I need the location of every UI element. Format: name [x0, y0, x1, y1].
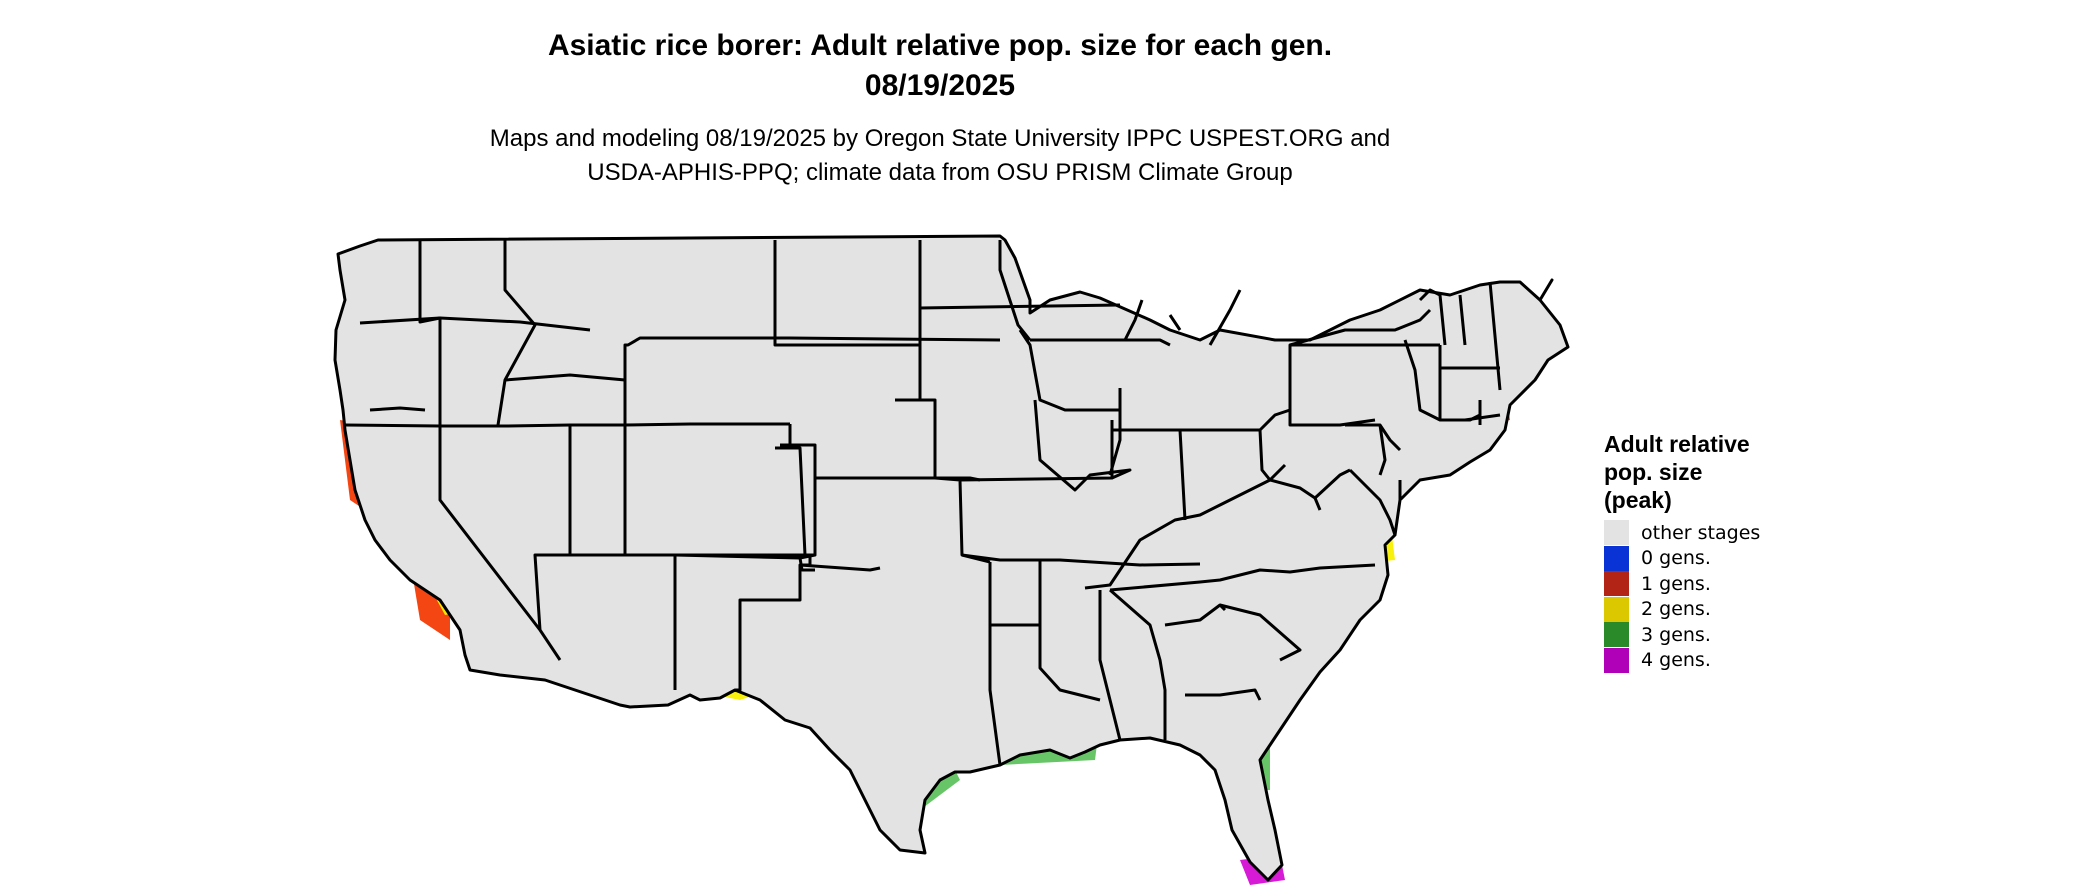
legend-label: other stages [1641, 521, 1761, 544]
legend: Adult relative pop. size (peak) other st… [1604, 430, 1864, 673]
legend-title-line1: Adult relative [1604, 431, 1750, 457]
legend-item-2-gens: 2 gens. [1604, 596, 1864, 623]
legend-label: 2 gens. [1641, 598, 1711, 621]
map-subtitle-line1: Maps and modeling 08/19/2025 by Oregon S… [489, 125, 1391, 152]
legend-label: 3 gens. [1641, 623, 1711, 646]
legend-items: other stages 0 gens. 1 gens. 2 gens. 3 g… [1604, 520, 1864, 673]
legend-item-4-gens: 4 gens. [1604, 647, 1864, 674]
legend-title-line3: (peak) [1604, 487, 1672, 513]
map-title-line1: Asiatic rice borer: Adult relative pop. … [547, 29, 1333, 62]
state-borders [333, 234, 1570, 882]
legend-item-1-gens: 1 gens. [1604, 571, 1864, 597]
legend-label: 4 gens. [1641, 649, 1711, 672]
legend-label: 1 gens. [1641, 572, 1711, 595]
legend-swatch [1604, 647, 1629, 673]
legend-item-3-gens: 3 gens. [1604, 622, 1864, 648]
legend-swatch [1604, 545, 1629, 571]
legend-item-other-stages: other stages [1604, 520, 1864, 546]
legend-swatch [1604, 596, 1629, 622]
legend-label: 0 gens. [1641, 547, 1711, 570]
map-subtitle-line2: USDA-APHIS-PPQ; climate data from OSU PR… [587, 159, 1293, 186]
map-title-date: 08/19/2025 [864, 69, 1016, 102]
legend-title-line2: pop. size [1604, 459, 1703, 485]
legend-swatch [1604, 571, 1629, 597]
legend-item-0-gens: 0 gens. [1604, 545, 1864, 572]
legend-swatch [1604, 622, 1629, 648]
legend-swatch [1604, 520, 1629, 546]
